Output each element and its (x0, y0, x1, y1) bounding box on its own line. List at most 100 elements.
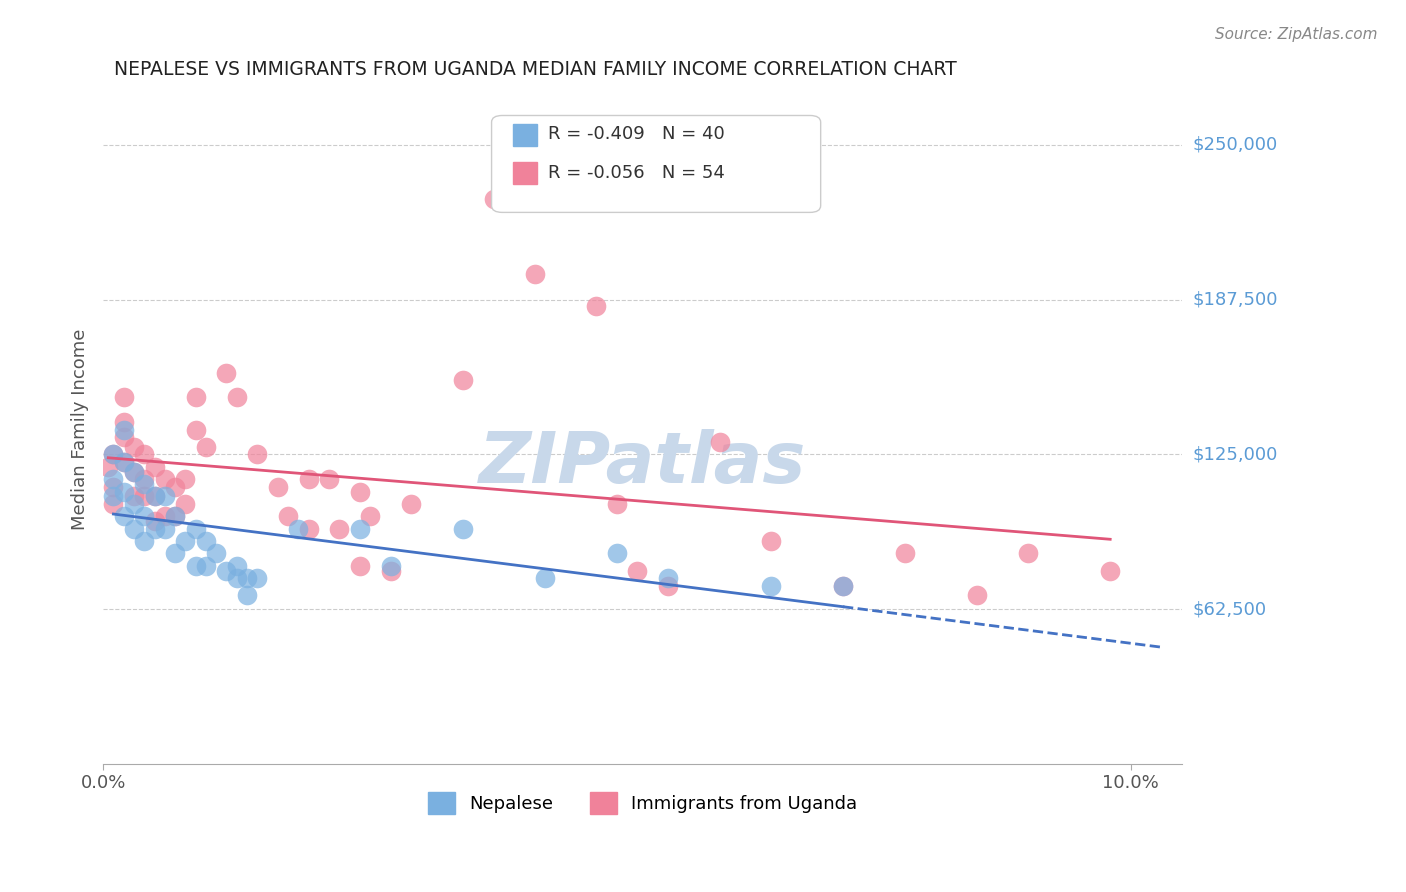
Text: $250,000: $250,000 (1192, 136, 1278, 154)
Text: $62,500: $62,500 (1192, 600, 1267, 618)
Point (380, 564, 402, 578)
Point (112, 484, 135, 499)
Point (287, 522, 309, 536)
Point (236, 571, 259, 585)
Text: R = -0.409   N = 40: R = -0.409 N = 40 (548, 125, 724, 144)
Bar (513, 162, 537, 184)
Point (1099, 564, 1122, 578)
Point (143, 514, 166, 528)
Point (134, 490, 156, 504)
Point (225, 571, 247, 585)
Point (134, 447, 156, 461)
Point (103, 490, 125, 504)
Text: ZIPatlas: ZIPatlas (479, 428, 806, 498)
Point (832, 578, 855, 592)
Legend: Nepalese, Immigrants from Uganda: Nepalese, Immigrants from Uganda (420, 785, 865, 822)
Text: NEPALESE VS IMMIGRANTS FROM UGANDA MEDIAN FAMILY INCOME CORRELATION CHART: NEPALESE VS IMMIGRANTS FROM UGANDA MEDIA… (114, 60, 956, 78)
Point (606, 546, 628, 560)
Point (165, 479, 187, 493)
Point (585, 299, 607, 313)
Point (236, 589, 259, 603)
Point (534, 571, 557, 585)
Point (1017, 546, 1039, 560)
Point (349, 484, 371, 499)
Point (165, 509, 187, 524)
Point (153, 472, 176, 486)
Point (122, 497, 145, 511)
Point (657, 578, 679, 592)
Point (184, 391, 207, 405)
Point (122, 522, 145, 536)
Point (215, 564, 238, 578)
Point (194, 534, 217, 549)
Point (359, 509, 381, 524)
Point (174, 497, 197, 511)
Point (143, 522, 166, 536)
Point (103, 447, 125, 461)
Point (277, 509, 299, 524)
Point (134, 534, 156, 549)
Point (225, 391, 247, 405)
Point (122, 465, 145, 479)
Point (122, 490, 145, 504)
Point (153, 490, 176, 504)
Point (246, 447, 269, 461)
Point (112, 455, 135, 469)
Point (606, 497, 628, 511)
FancyBboxPatch shape (492, 115, 821, 212)
Point (451, 373, 474, 387)
Point (482, 193, 505, 207)
Point (523, 267, 546, 281)
Text: R = -0.056   N = 54: R = -0.056 N = 54 (548, 164, 724, 182)
Point (184, 423, 207, 437)
Text: $187,500: $187,500 (1192, 291, 1278, 309)
Point (298, 522, 321, 536)
Point (103, 497, 125, 511)
Point (103, 447, 125, 461)
Point (205, 546, 228, 560)
Point (893, 546, 915, 560)
Point (184, 558, 207, 573)
Point (134, 472, 156, 486)
Point (122, 465, 145, 479)
Point (626, 564, 648, 578)
Point (298, 472, 321, 486)
Bar (513, 124, 537, 145)
Point (194, 440, 217, 454)
Point (349, 558, 371, 573)
Point (143, 490, 166, 504)
Point (143, 459, 166, 474)
Point (112, 455, 135, 469)
Point (194, 558, 217, 573)
Point (380, 558, 402, 573)
Point (112, 415, 135, 429)
Point (174, 472, 197, 486)
Y-axis label: Median Family Income: Median Family Income (72, 329, 89, 531)
Point (153, 522, 176, 536)
Point (657, 571, 679, 585)
Point (759, 534, 782, 549)
Point (165, 546, 187, 560)
Text: Source: ZipAtlas.com: Source: ZipAtlas.com (1215, 27, 1378, 42)
Point (97, 459, 120, 474)
Point (112, 391, 135, 405)
Point (184, 522, 207, 536)
Point (112, 423, 135, 437)
Point (832, 578, 855, 592)
Point (122, 440, 145, 454)
Point (225, 558, 247, 573)
Point (165, 509, 187, 524)
Point (759, 578, 782, 592)
Point (401, 497, 423, 511)
Point (349, 522, 371, 536)
Text: $125,000: $125,000 (1192, 445, 1278, 463)
Point (103, 472, 125, 486)
Point (103, 479, 125, 493)
Point (966, 589, 988, 603)
Point (134, 477, 156, 491)
Point (267, 479, 290, 493)
Point (153, 509, 176, 524)
Point (709, 435, 731, 450)
Point (328, 522, 350, 536)
Point (451, 522, 474, 536)
